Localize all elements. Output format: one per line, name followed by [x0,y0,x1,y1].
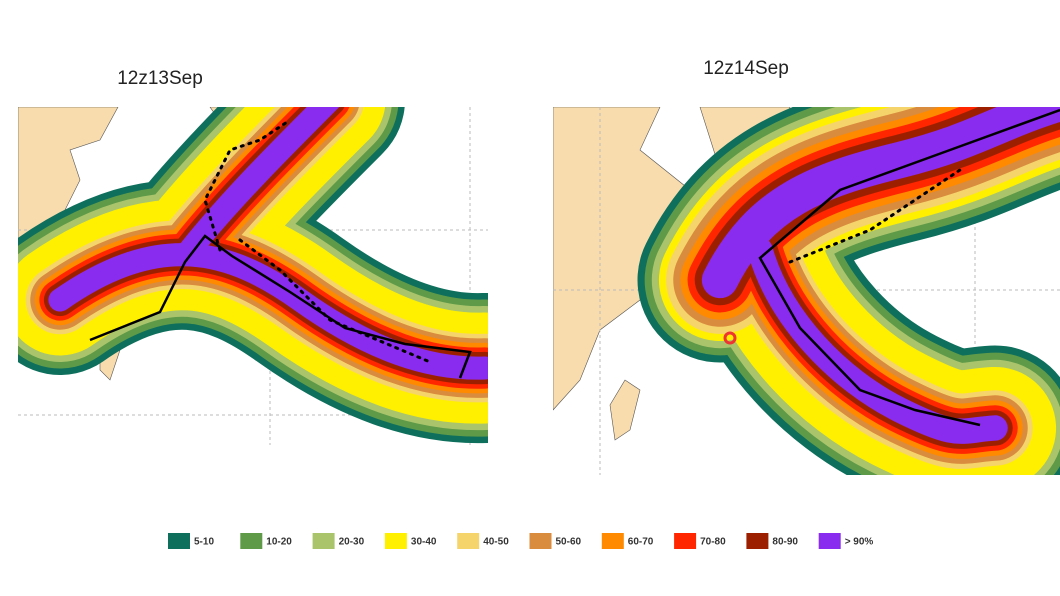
legend-swatch [674,533,697,549]
map-right [553,107,1060,475]
legend-label: 30-40 [411,537,437,548]
legend-label: 50-60 [556,537,582,548]
swath-band [178,107,340,262]
map-left [18,107,488,445]
legend-swatch [601,533,624,549]
swath-band [747,237,1008,444]
panel-title: 12z13Sep [117,68,203,89]
legend-label: 60-70 [628,537,654,548]
legend-swatch [168,533,190,549]
legend-swatch [312,533,335,549]
legend-swatch [240,533,263,549]
legend-label: 5-10 [194,537,214,548]
legend-label: 20-30 [339,537,365,548]
legend-label: 40-50 [483,537,509,548]
legend-swatch [457,533,480,549]
legend-label: 80-90 [772,537,798,548]
legend-swatch [818,533,841,549]
legend-label: > 90% [845,537,874,548]
legend-swatch [529,533,552,549]
legend-label: 70-80 [700,537,726,548]
legend-swatch [384,533,407,549]
panel-title: 12z14Sep [703,58,789,79]
legend: 5-10 10-20 20-30 30-40 40-50 50-60 60-70 70-80 8… [168,533,873,549]
legend-swatch [746,533,769,549]
swath-band [701,107,1060,299]
legend-label: 10-20 [266,537,292,548]
